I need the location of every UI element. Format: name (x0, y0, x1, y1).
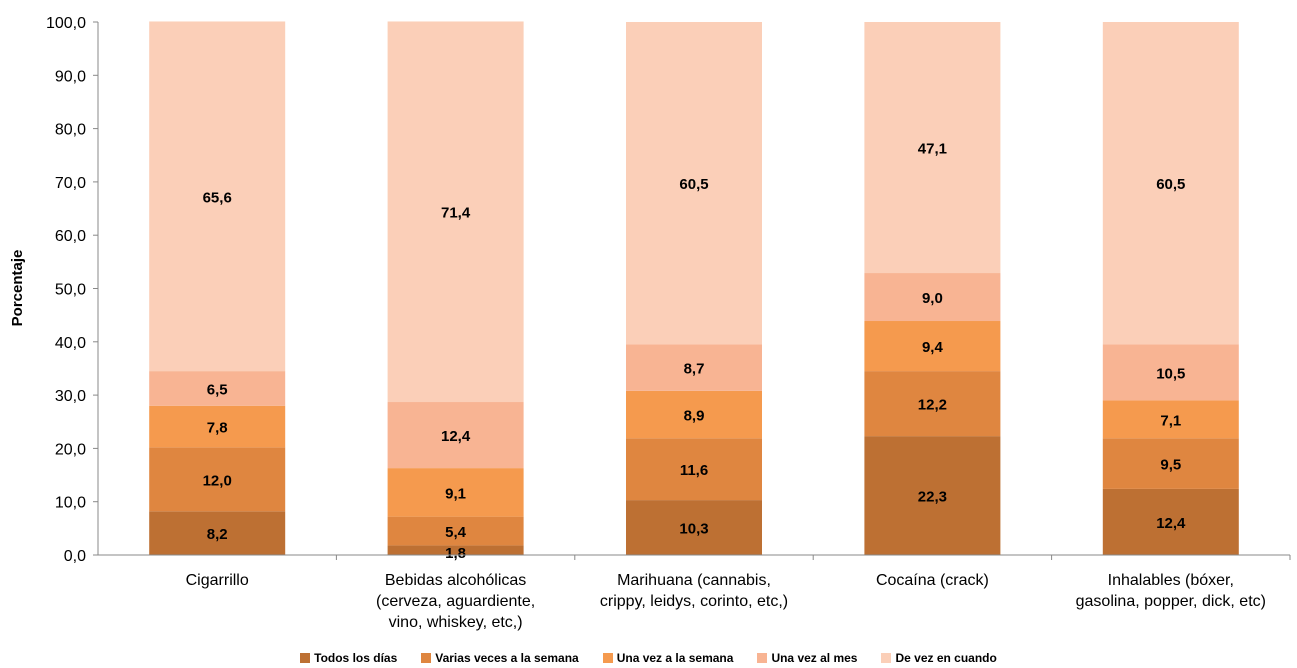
data-label: 60,5 (1156, 176, 1185, 193)
data-label: 47,1 (918, 141, 947, 158)
data-label: 7,8 (207, 420, 228, 437)
y-tick-label: 80,0 (55, 122, 86, 139)
category-label: Bebidas alcohólicas (cerveza, aguardiente… (376, 572, 535, 631)
data-label: 1,8 (445, 545, 466, 562)
data-label: 12,4 (1156, 515, 1186, 532)
category-label-line: Inhalables (bóxer, (1108, 572, 1234, 589)
data-label: 6,5 (207, 381, 228, 398)
legend-label: De vez en cuando (895, 651, 996, 665)
category-label-line: Cocaína (crack) (876, 572, 989, 589)
category-label-line: Cigarrillo (186, 572, 249, 589)
data-label: 71,4 (441, 205, 471, 222)
legend: Todos los días Varias veces a la semana Un… (0, 650, 1297, 666)
legend-swatch (421, 653, 431, 663)
y-tick-label: 100,0 (46, 15, 86, 32)
legend-item: De vez en cuando (881, 651, 996, 665)
category-label: Marihuana (cannabis, crippy, leidys, cori… (600, 572, 788, 610)
category-label-line: (cerveza, aguardiente, (376, 593, 535, 610)
y-tick-label: 60,0 (55, 228, 86, 245)
data-label: 5,4 (445, 524, 467, 541)
legend-swatch (757, 653, 767, 663)
data-label: 12,4 (441, 428, 471, 445)
category-label-line: crippy, leidys, corinto, etc,) (600, 593, 788, 610)
y-tick-label: 90,0 (55, 68, 86, 85)
legend-swatch (300, 653, 310, 663)
legend-item: Una vez a la semana (603, 651, 734, 665)
y-tick-label: 0,0 (64, 548, 86, 565)
legend-label: Varias veces a la semana (435, 651, 578, 665)
legend-item: Una vez al mes (757, 651, 857, 665)
data-label: 8,2 (207, 526, 228, 543)
data-label: 12,0 (203, 472, 232, 489)
data-label: 65,6 (203, 189, 232, 206)
y-tick-label: 10,0 (55, 495, 86, 512)
legend-label: Todos los días (314, 651, 397, 665)
category-label-line: vino, whiskey, etc,) (389, 614, 523, 631)
category-label: Cigarrillo (186, 572, 249, 589)
y-tick-label: 30,0 (55, 388, 86, 405)
data-label: 10,3 (679, 521, 708, 538)
data-label: 7,1 (1160, 412, 1181, 429)
data-label: 8,9 (684, 408, 705, 425)
legend-label: Una vez al mes (771, 651, 857, 665)
data-label: 11,6 (680, 462, 708, 479)
category-label: Inhalables (bóxer, gasolina, popper, dick… (1076, 572, 1266, 610)
y-axis-title: Porcentaje (9, 250, 26, 327)
legend-swatch (603, 653, 613, 663)
y-tick-label: 20,0 (55, 441, 86, 458)
category-label-line: Bebidas alcohólicas (385, 572, 526, 589)
y-tick-label: 70,0 (55, 175, 86, 192)
data-label: 60,5 (679, 176, 708, 193)
stacked-bar-chart: 8,2 12,0 7,8 6,5 65,6 1,8 5,4 9,1 12,4 71,4 10,3 11… (0, 0, 1297, 648)
data-label: 10,5 (1156, 365, 1185, 382)
category-label-line: gasolina, popper, dick, etc) (1076, 593, 1266, 610)
category-label: Cocaína (crack) (876, 572, 989, 589)
data-label: 8,7 (684, 361, 705, 378)
data-label: 9,0 (922, 290, 943, 307)
legend-label: Una vez a la semana (617, 651, 734, 665)
legend-item: Varias veces a la semana (421, 651, 578, 665)
x-category-labels: Cigarrillo Bebidas alcohólicas (cerveza, a… (186, 572, 1266, 631)
data-label: 9,1 (445, 485, 466, 502)
category-label-line: Marihuana (cannabis, (617, 572, 771, 589)
data-label: 12,2 (918, 397, 947, 414)
y-tick-labels: 0,0 10,0 20,0 30,0 40,0 50,0 60,0 70,0 80,0 90,0 1… (46, 15, 86, 565)
legend-swatch (881, 653, 891, 663)
data-label: 22,3 (918, 489, 947, 506)
data-label: 9,5 (1160, 457, 1181, 474)
y-tick-label: 40,0 (55, 335, 86, 352)
legend-item: Todos los días (300, 651, 397, 665)
data-label: 9,4 (922, 339, 944, 356)
y-tick-label: 50,0 (55, 282, 86, 299)
